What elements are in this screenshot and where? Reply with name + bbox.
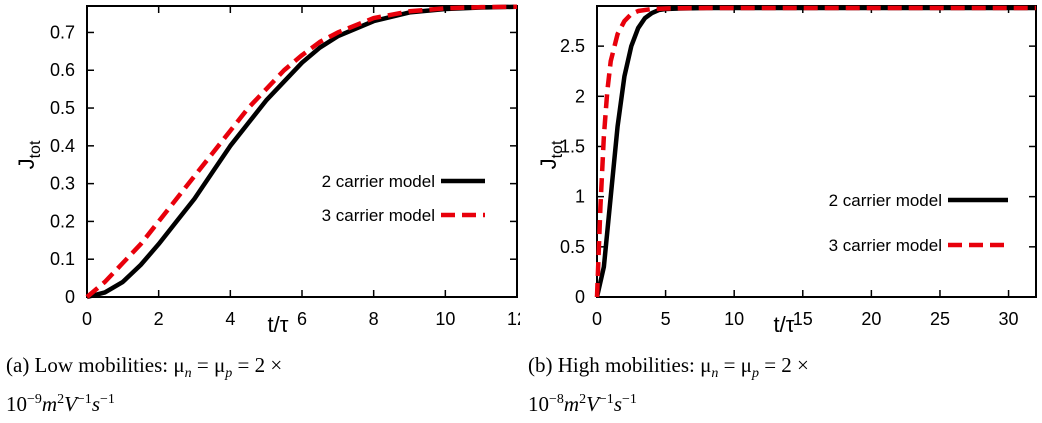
y-tick-label: 2.5 [560,36,585,56]
series-line-two-carrier [594,5,1036,298]
x-tick-label: 10 [724,309,744,329]
caption-left-m-exp: 2 [57,392,65,408]
caption-left-text1: (a) Low mobilities: μ [6,353,185,377]
x-tick-label: 25 [930,309,950,329]
x-tick-label: 12 [507,309,520,329]
y-axis-label-main: J [536,158,561,169]
x-axis-label: t/τ [774,312,795,337]
chart-right-svg: 0 5 10 15 20 25 30 0 0.5 1 1.5 2 2.5 t/τ Jtot 2 carrier… [536,5,1037,337]
caption-right-base: 10 [528,392,549,417]
x-tick-label: 6 [297,309,307,329]
caption-left-line1: (a) Low mobilities: μn = μp = 2 × [6,352,521,387]
caption-left-v-exp: −1 [76,392,92,408]
plot-frame [596,5,1037,298]
y-tick-label: 0 [575,287,585,307]
legend-label: 2 carrier model [322,172,435,191]
caption-right: (b) High mobilities: μn = μp = 2 × 10−8m… [528,352,1036,417]
caption-right-m: m [563,392,580,417]
y-tick-label: 0.5 [50,98,75,118]
caption-right-m-exp: 2 [579,392,587,408]
series-line-three-carrier [594,5,1036,298]
legend-label: 2 carrier model [829,191,942,210]
x-tick-label: 4 [225,309,235,329]
caption-left-s-exp: −1 [100,392,115,408]
chart-left: 0 2 4 6 8 10 12 0 0.1 0.2 0.3 0.4 0.5 0.6 0.7 t/τ Jtot 2 … [0,0,527,345]
caption-left-line2: 10−9m2V−1s−1 [6,387,521,417]
x-axis-label: t/τ [268,312,289,337]
y-tick-label: 2 [575,86,585,106]
x-tick-label: 5 [661,309,671,329]
y-tick-label: 0.1 [50,249,75,269]
x-tick-label: 0 [82,309,92,329]
caption-left-m: m [41,392,58,417]
y-tick-label: 0 [65,287,75,307]
caption-left-v: V [64,392,77,417]
chart-left-svg: 0 2 4 6 8 10 12 0 0.1 0.2 0.3 0.4 0.5 0.6 0.7 t/τ Jtot 2 … [14,4,527,337]
series-line-two-carrier [86,4,518,300]
y-axis-label: Jtot [536,140,566,169]
caption-left-s: s [91,392,100,417]
y-tick-label: 0.4 [50,136,75,156]
y-tick-label: 1.5 [560,136,585,156]
y-axis-label-sub: tot [27,140,44,158]
x-tick-label: 15 [793,309,813,329]
x-tick-label: 30 [999,309,1019,329]
y-tick-label: 0.3 [50,174,75,194]
caption-right-sub1: n [711,366,719,382]
caption-left-end: = 2 × [232,353,283,377]
y-tick-label: 0.6 [50,60,75,80]
x-tick-label: 8 [369,309,379,329]
x-tick-label: 0 [592,309,602,329]
y-axis-label: Jtot [14,140,44,169]
caption-left-sub1: n [184,366,192,382]
y-tick-label: 1 [575,187,585,207]
caption-right-v-exp: −1 [598,392,614,408]
y-axis-label-sub: tot [549,140,566,158]
caption-right-exp: −8 [549,392,564,408]
y-axis-label-main: J [14,158,39,169]
caption-right-line1: (b) High mobilities: μn = μp = 2 × [528,352,1036,387]
caption-right-s: s [613,392,622,417]
caption-right-v: V [586,392,599,417]
caption-right-end: = 2 × [758,353,809,377]
x-tick-label: 20 [861,309,881,329]
x-tick-label: 2 [154,309,164,329]
legend-label: 3 carrier model [829,236,942,255]
x-tick-label: 10 [435,309,455,329]
caption-right-mid: = μ [718,353,752,377]
caption-right-text1: (b) High mobilities: μ [528,353,712,377]
chart-right: 0 5 10 15 20 25 30 0 0.5 1 1.5 2 2.5 t/τ Jtot 2 carrier… [522,0,1042,345]
caption-right-s-exp: −1 [622,392,637,408]
caption-left: (a) Low mobilities: μn = μp = 2 × 10−9m2… [6,352,521,417]
caption-right-line2: 10−8m2V−1s−1 [528,387,1036,417]
caption-right-sub2: p [751,366,759,382]
y-tick-label: 0.2 [50,211,75,231]
legend-label: 3 carrier model [322,206,435,225]
y-tick-label: 0.5 [560,237,585,257]
series-line-three-carrier [85,4,518,299]
caption-left-sub2: p [225,366,233,382]
y-tick-label: 0.7 [50,22,75,42]
caption-left-base: 10 [6,392,27,417]
caption-left-mid: = μ [191,353,226,377]
caption-left-exp: −9 [27,392,42,408]
